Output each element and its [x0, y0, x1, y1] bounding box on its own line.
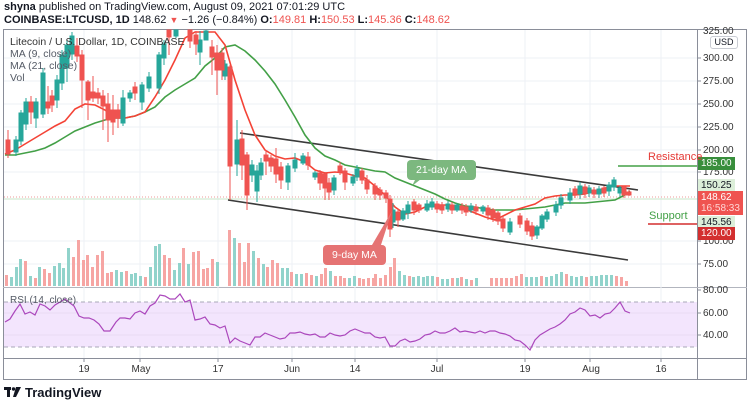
rsi-line [4, 293, 631, 352]
legend-vol[interactable]: Vol [10, 72, 25, 84]
publish-info: shyna published on TradingView.com, Augu… [4, 1, 345, 13]
price-gridlines [4, 57, 697, 265]
time-tick: 19 [519, 364, 531, 375]
time-tick: 19 [78, 364, 90, 375]
rsi-tick: 60.00 [703, 308, 728, 319]
price-tick: 200.00 [703, 145, 734, 156]
high-value: 150.53 [320, 14, 355, 26]
support-price-tag: 120.00 [698, 227, 735, 240]
volume-bars [5, 230, 628, 286]
high-label: H: [309, 14, 321, 26]
legend-ma9[interactable]: MA (9, close) [10, 48, 72, 60]
price-axis[interactable]: 325.00 300.00 275.00 250.00 225.00 200.0… [697, 26, 734, 341]
chart-legend: Litecoin / U.S. Dollar, 1D, COINBASE MA … [10, 36, 184, 84]
low-value: 145.36 [368, 14, 402, 26]
price-tick: 225.00 [703, 122, 734, 133]
close-label: C: [404, 14, 417, 26]
rsi-tick: 80.00 [703, 285, 728, 296]
low-label: L: [357, 14, 369, 26]
time-tick: Aug [582, 364, 600, 375]
candlesticks [5, 29, 632, 240]
ma9-callout-pointer [372, 211, 392, 248]
bar-countdown: 16:58:33 [701, 203, 740, 214]
symbol-ohlc-line: COINBASE:LTCUSD, 1D 148.62 ▼ −1.26 (−0.8… [4, 14, 450, 26]
ma-lower-price-tag: 145.56 [698, 216, 735, 229]
ma21-callout[interactable]: 21-day MA [407, 160, 476, 180]
rsi-tick: 40.00 [703, 330, 728, 341]
time-tick: Jul [431, 364, 444, 375]
price-tick: 175.00 [703, 167, 734, 178]
ma9-callout[interactable]: 9-day MA [323, 245, 386, 265]
published-text: published on TradingView.com, August 09,… [35, 1, 346, 13]
symbol: COINBASE:LTCUSD, 1D [4, 14, 130, 26]
price-tick: 100.00 [703, 236, 734, 247]
time-tick: 17 [212, 364, 224, 375]
time-tick: May [132, 364, 151, 375]
price-tick: 250.00 [703, 99, 734, 110]
price-change: −1.26 (−0.84%) [181, 14, 258, 26]
logo-text: TradingView [25, 385, 102, 400]
series-title: Litecoin / U.S. Dollar, 1D, COINBASE [10, 36, 185, 48]
tradingview-logo[interactable]: TradingView [4, 385, 101, 400]
last-price-value: 148.62 [701, 192, 732, 203]
resistance-label[interactable]: Resistance [648, 151, 703, 163]
down-arrow-icon: ▼ [169, 15, 179, 25]
ma-upper-price-tag: 150.25 [698, 179, 735, 192]
open-value: 149.81 [272, 14, 307, 26]
time-tick: 14 [349, 364, 361, 375]
time-tick: 16 [655, 364, 667, 375]
currency-button[interactable]: USD [710, 36, 738, 49]
price-tick: 75.00 [703, 259, 728, 270]
time-tick: Jun [284, 364, 300, 375]
time-axis[interactable]: 19 May 17 Jun 14 Jul 19 Aug 16 [78, 358, 667, 375]
last-price-tag: 148.62 16:58:33 [698, 191, 743, 215]
support-label[interactable]: Support [649, 210, 688, 222]
close-value: 148.62 [416, 14, 451, 26]
author: shyna [4, 1, 36, 13]
price-tick: 275.00 [703, 76, 734, 87]
tradingview-logo-icon [4, 387, 21, 397]
legend-ma21[interactable]: MA (21, close) [10, 60, 78, 72]
resistance-price-tag: 185.00 [698, 157, 735, 170]
price-tick: 300.00 [703, 53, 734, 64]
rsi-pane [4, 293, 697, 352]
price-tick: 325.00 [703, 26, 734, 37]
last-price: 148.62 [132, 14, 167, 26]
open-label: O: [260, 14, 273, 26]
rsi-legend[interactable]: RSI (14, close) [10, 295, 77, 306]
